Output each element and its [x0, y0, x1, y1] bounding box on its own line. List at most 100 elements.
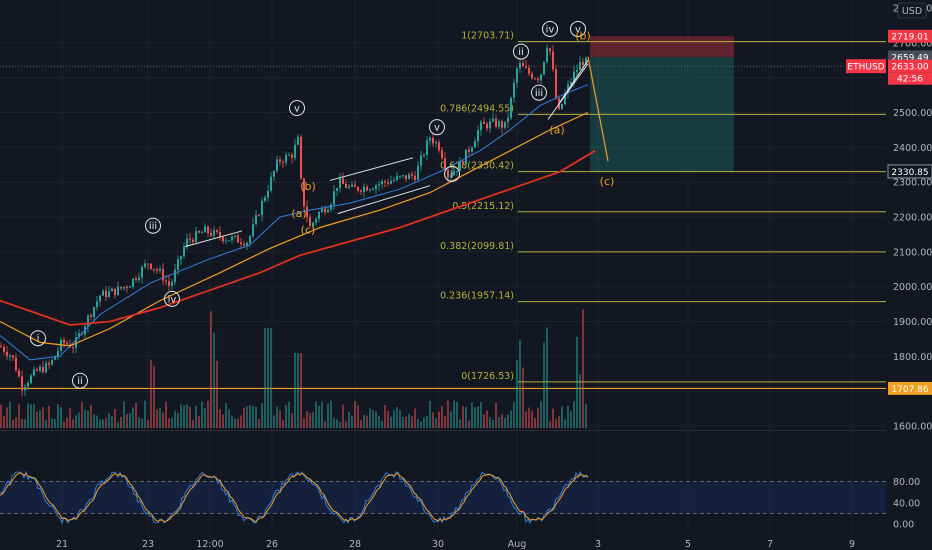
- fib-label-2: 0.618(2330.42): [440, 161, 514, 172]
- volume-bar-53: [159, 407, 161, 428]
- stoch-d-line: [0, 472, 589, 523]
- volume-bar-110: [330, 400, 332, 428]
- candle-body-177: [531, 73, 533, 79]
- candle-body-191: [573, 71, 575, 83]
- currency-label: USD: [902, 6, 922, 17]
- candle-body-183: [549, 48, 551, 52]
- candle-body-26: [78, 333, 80, 338]
- volume-bar-128: [384, 405, 386, 428]
- wave-label-8: iii: [535, 88, 543, 99]
- candle-body-16: [48, 363, 50, 365]
- candle-body-104: [312, 222, 314, 227]
- candle-body-109: [327, 209, 329, 213]
- candle-body-52: [156, 269, 158, 271]
- volume-bar-13: [39, 410, 41, 428]
- fib-label-0: 1(2703.71): [461, 31, 514, 42]
- volume-bar-189: [567, 405, 569, 428]
- volume-bar-6: [18, 404, 20, 428]
- candle-body-82: [246, 242, 248, 246]
- candle-body-81: [243, 243, 245, 246]
- volume-bar-1: [3, 415, 5, 428]
- candle-body-170: [510, 97, 512, 118]
- volume-bar-159: [477, 406, 479, 428]
- volume-bar-111: [333, 418, 335, 428]
- wave-label-7: ii: [518, 47, 524, 58]
- volume-bar-30: [90, 405, 92, 428]
- volume-bar-67: [201, 401, 203, 428]
- candle-body-193: [579, 61, 581, 71]
- candle-body-99: [297, 136, 299, 145]
- volume-bar-26: [78, 412, 80, 428]
- volume-bar-2: [6, 407, 8, 428]
- candle-body-96: [288, 154, 290, 156]
- fibonacci-levels[interactable]: 1(2703.71) 0.786(2494.55) 0.618(2330.42) 0.…: [440, 31, 886, 383]
- candle-body-131: [393, 179, 395, 181]
- fib-label-4: 0.382(2099.81): [440, 241, 514, 252]
- price-tick-10: 1800.00: [893, 352, 932, 363]
- volume-bar-78: [234, 418, 236, 428]
- candle-body-12: [36, 369, 38, 371]
- candle-body-63: [189, 238, 191, 240]
- volume-bar-38: [114, 408, 116, 428]
- volume-bar-158: [474, 407, 476, 428]
- volume-bar-92: [276, 406, 278, 428]
- candle-body-126: [378, 184, 380, 186]
- volume-bar-167: [501, 414, 503, 428]
- volume-bar-161: [483, 414, 485, 428]
- candle-body-102: [306, 206, 308, 218]
- candle-body-51: [153, 268, 155, 270]
- candle-body-34: [102, 290, 104, 296]
- candle-body-9: [27, 383, 29, 387]
- time-tick-10: 9: [849, 539, 855, 550]
- wave-label-5: v: [434, 123, 440, 134]
- volume-bar-29: [87, 410, 89, 428]
- candle-body-72: [216, 230, 218, 232]
- price-tick-3: 2500.00: [893, 108, 932, 119]
- volume-bar-70: [210, 311, 212, 428]
- candle-body-35: [105, 290, 107, 298]
- volume-bar-27: [81, 402, 83, 428]
- candle-body-114: [342, 178, 344, 184]
- candle-body-159: [477, 130, 479, 142]
- volume-bar-148: [444, 415, 446, 428]
- candle-body-48: [144, 263, 146, 267]
- time-tick-2: 12:00: [196, 539, 223, 550]
- volume-bar-193: [579, 374, 581, 428]
- candle-body-69: [207, 226, 209, 234]
- volume-bar-138: [414, 408, 416, 428]
- time-tick-1: 23: [142, 539, 154, 550]
- candle-body-15: [45, 363, 47, 373]
- volume-bar-74: [222, 414, 224, 428]
- volume-bar-41: [123, 401, 125, 428]
- candle-body-103: [309, 217, 311, 227]
- trendline-drawings[interactable]: [184, 56, 609, 248]
- volume-bar-163: [489, 417, 491, 428]
- candle-body-4: [12, 355, 14, 358]
- volume-bar-0: [0, 404, 2, 428]
- candle-body-7: [21, 376, 23, 391]
- grid-lines: [0, 0, 932, 534]
- wave-label-6: i: [451, 169, 454, 180]
- candle-body-125: [375, 185, 377, 190]
- candle-body-194: [582, 61, 584, 65]
- volume-bar-85: [255, 406, 257, 428]
- candle-body-80: [240, 242, 242, 244]
- candle-body-45: [135, 278, 137, 281]
- candle-body-37: [111, 288, 113, 292]
- time-tick-7: 3: [595, 539, 601, 550]
- volume-bar-130: [390, 416, 392, 428]
- volume-bar-156: [468, 420, 470, 428]
- volume-bar-190: [570, 411, 572, 428]
- candle-body-79: [237, 235, 239, 243]
- candle-body-10: [30, 375, 32, 384]
- volume-bar-137: [411, 416, 413, 428]
- volume-bar-180: [540, 401, 542, 428]
- price-tick-9: 1900.00: [893, 317, 932, 328]
- price-tick-12: 1600.00: [893, 422, 932, 433]
- trendline-3-upper: [559, 60, 589, 103]
- candle-body-108: [324, 208, 326, 213]
- candle-body-166: [498, 121, 500, 127]
- candle-body-147: [441, 150, 443, 159]
- volume-bar-33: [99, 419, 101, 428]
